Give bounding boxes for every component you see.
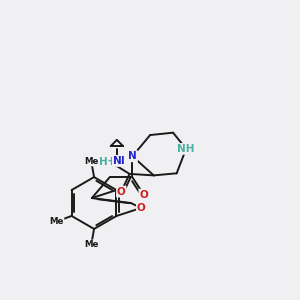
Text: Me: Me	[84, 240, 98, 249]
Text: N: N	[116, 156, 125, 166]
Text: Me: Me	[49, 217, 64, 226]
Text: NH: NH	[177, 144, 195, 154]
Text: Me: Me	[84, 157, 98, 166]
Text: O: O	[137, 203, 146, 213]
Text: N: N	[128, 151, 137, 161]
Text: H: H	[105, 157, 114, 166]
Text: O: O	[139, 190, 148, 200]
Text: N: N	[128, 151, 137, 161]
Text: O: O	[117, 187, 126, 196]
Text: N: N	[112, 156, 121, 166]
Text: H: H	[99, 157, 108, 166]
